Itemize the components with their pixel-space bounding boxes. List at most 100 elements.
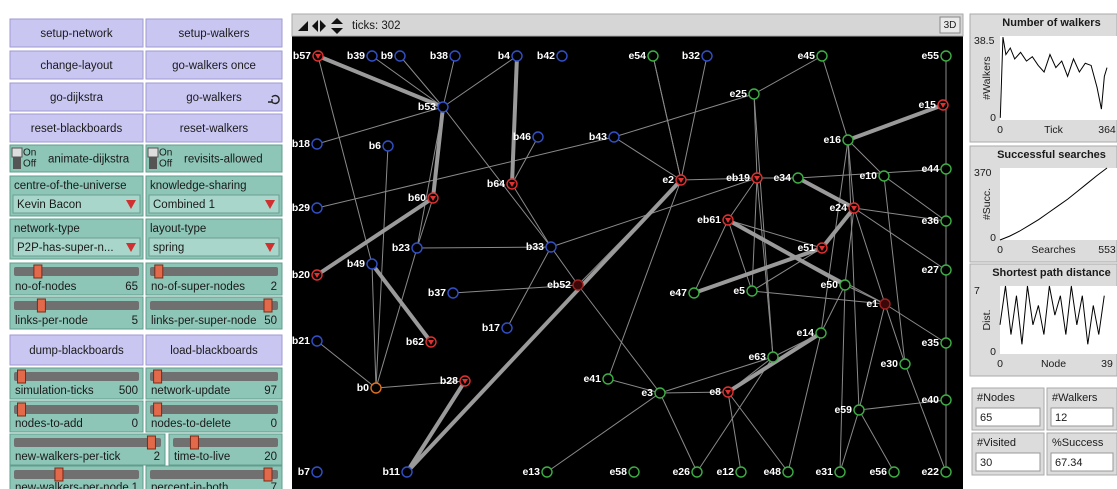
slider-value: 1 [132, 482, 138, 489]
plot-ymax: 38.5 [974, 35, 995, 47]
icon-resize[interactable] [298, 21, 308, 31]
button[interactable] [145, 82, 283, 112]
slider-track [150, 372, 278, 381]
node-label: e8 [709, 386, 721, 398]
link [821, 55, 849, 141]
node-label: b17 [482, 322, 500, 334]
button[interactable] [9, 50, 144, 80]
switch-label: revisits-allowed [184, 154, 263, 166]
link [847, 139, 885, 177]
button-label: reset-blackboards [31, 123, 123, 135]
icon-up[interactable] [331, 18, 343, 24]
button[interactable] [145, 334, 283, 366]
node [311, 466, 323, 478]
node-label: b9 [381, 50, 393, 62]
node [746, 285, 758, 297]
node-label: e41 [583, 373, 601, 385]
node-label: b11 [382, 466, 400, 478]
chooser-value: Combined 1 [153, 199, 215, 211]
link [853, 207, 947, 222]
switch[interactable] [145, 144, 283, 173]
link [797, 168, 947, 179]
link [659, 356, 774, 394]
switch-off: Off [159, 159, 172, 170]
button[interactable] [145, 18, 283, 48]
button[interactable] [9, 113, 144, 143]
node-label: b0 [357, 382, 369, 394]
link [727, 391, 789, 473]
node [688, 287, 700, 299]
chooser-arrow [126, 200, 136, 209]
link [839, 284, 846, 473]
walker [462, 379, 468, 384]
node [501, 322, 513, 334]
chooser-arrow [126, 243, 136, 252]
button[interactable] [9, 82, 144, 112]
slider-value: 2 [271, 281, 277, 293]
link [550, 177, 758, 248]
plot-title: Shortest path distance [992, 267, 1111, 279]
3d-button[interactable] [939, 16, 961, 34]
node [701, 50, 713, 62]
link [727, 391, 742, 473]
node [628, 466, 640, 478]
node [572, 279, 584, 291]
node-label: b20 [292, 269, 310, 281]
slider-label: no-of-super-nodes [151, 281, 245, 293]
slider-knob [54, 467, 64, 482]
node-label: e50 [820, 279, 838, 291]
node-label: e40 [921, 394, 939, 406]
node-label: e51 [797, 242, 815, 254]
link [884, 303, 906, 365]
slider-value: 2 [154, 451, 160, 463]
slider-label: links-per-super-node [151, 315, 256, 327]
link [858, 409, 895, 473]
chooser-box [148, 237, 280, 257]
slider-knob [17, 402, 27, 417]
monitor-box [1050, 407, 1114, 427]
node-label: b62 [406, 336, 424, 348]
icon-down[interactable] [331, 28, 343, 34]
link [316, 106, 444, 145]
node [602, 373, 614, 385]
button[interactable] [9, 18, 144, 48]
link [751, 247, 823, 292]
link [751, 290, 886, 305]
switch[interactable] [9, 144, 144, 173]
icon-left[interactable] [312, 20, 318, 32]
node-label: e54 [628, 50, 646, 62]
node [735, 466, 747, 478]
node [311, 202, 323, 214]
monitor-box [975, 452, 1041, 472]
slider-value: 97 [264, 385, 277, 397]
button[interactable] [145, 113, 283, 143]
plot-xmax: 553 [1098, 244, 1116, 256]
slider-label: new-walkers-per-node [15, 482, 129, 489]
slider-value: 5 [132, 315, 138, 327]
button[interactable] [9, 334, 144, 366]
node [394, 50, 406, 62]
chooser-label: network-type [14, 223, 80, 235]
slider-label: no-of-nodes [15, 281, 77, 293]
node [834, 466, 846, 478]
node-label: b43 [589, 131, 607, 143]
link-thick [317, 54, 444, 109]
slider-label: nodes-to-delete [151, 418, 231, 430]
node-label: e30 [880, 358, 898, 370]
switch-label: animate-dijkstra [48, 154, 130, 166]
plot-xmax: 39 [1101, 358, 1113, 370]
node [691, 466, 703, 478]
plot-area [1000, 36, 1117, 120]
node [748, 88, 760, 100]
icon-right[interactable] [320, 20, 326, 32]
node [816, 50, 828, 62]
button[interactable] [145, 50, 283, 80]
button-label: setup-walkers [179, 28, 250, 40]
node-label: b53 [418, 101, 436, 113]
node [940, 50, 952, 62]
node-label: e45 [797, 50, 815, 62]
walker [940, 103, 946, 108]
link [371, 263, 377, 389]
link [847, 139, 860, 411]
node-label: e12 [716, 466, 734, 478]
